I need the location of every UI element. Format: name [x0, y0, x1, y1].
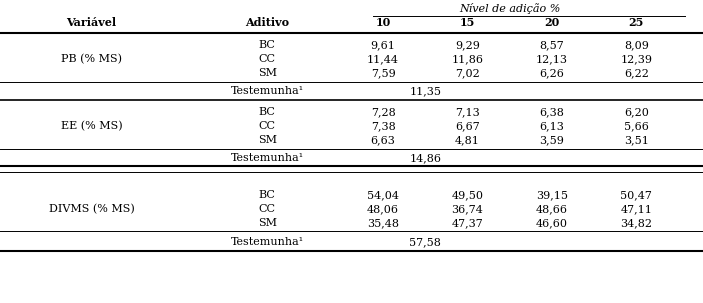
Text: 50,47: 50,47: [620, 190, 652, 200]
Text: 36,74: 36,74: [451, 204, 484, 214]
Text: 7,59: 7,59: [370, 68, 396, 78]
Text: 46,60: 46,60: [536, 218, 568, 228]
Text: CC: CC: [259, 54, 276, 64]
Text: 6,22: 6,22: [624, 68, 649, 78]
Text: 6,63: 6,63: [370, 135, 396, 145]
Text: 11,35: 11,35: [409, 86, 441, 96]
Text: 12,13: 12,13: [536, 54, 568, 64]
Text: CC: CC: [259, 121, 276, 131]
Text: 6,67: 6,67: [455, 121, 480, 131]
Text: 5,66: 5,66: [624, 121, 649, 131]
Text: 11,44: 11,44: [367, 54, 399, 64]
Text: BC: BC: [259, 40, 276, 50]
Text: 9,61: 9,61: [370, 40, 396, 50]
Text: 6,13: 6,13: [539, 121, 565, 131]
Text: Nível de adição %: Nível de adição %: [459, 4, 560, 15]
Text: 8,57: 8,57: [539, 40, 565, 50]
Text: 6,20: 6,20: [624, 107, 649, 117]
Text: 48,06: 48,06: [367, 204, 399, 214]
Text: 47,11: 47,11: [620, 204, 652, 214]
Text: Testemunha¹: Testemunha¹: [231, 237, 304, 247]
Text: 15: 15: [460, 18, 475, 28]
Text: 48,66: 48,66: [536, 204, 568, 214]
Text: 49,50: 49,50: [451, 190, 484, 200]
Text: CC: CC: [259, 204, 276, 214]
Text: 3,59: 3,59: [539, 135, 565, 145]
Text: SM: SM: [257, 68, 277, 78]
Text: 7,38: 7,38: [370, 121, 396, 131]
Text: 20: 20: [544, 18, 560, 28]
Text: 7,28: 7,28: [370, 107, 396, 117]
Text: 11,86: 11,86: [451, 54, 484, 64]
Text: SM: SM: [257, 218, 277, 228]
Text: Aditivo: Aditivo: [245, 18, 289, 28]
Text: 6,26: 6,26: [539, 68, 565, 78]
Text: 4,81: 4,81: [455, 135, 480, 145]
Text: 14,86: 14,86: [409, 153, 441, 163]
Text: BC: BC: [259, 190, 276, 200]
Text: BC: BC: [259, 107, 276, 117]
Text: 7,13: 7,13: [455, 107, 480, 117]
Text: 6,38: 6,38: [539, 107, 565, 117]
Text: Testemunha¹: Testemunha¹: [231, 153, 304, 163]
Text: 10: 10: [375, 18, 391, 28]
Text: SM: SM: [257, 135, 277, 145]
Text: 8,09: 8,09: [624, 40, 649, 50]
Text: 57,58: 57,58: [409, 237, 441, 247]
Text: EE (% MS): EE (% MS): [60, 121, 122, 131]
Text: 54,04: 54,04: [367, 190, 399, 200]
Text: 35,48: 35,48: [367, 218, 399, 228]
Text: 39,15: 39,15: [536, 190, 568, 200]
Text: PB (% MS): PB (% MS): [61, 54, 122, 64]
Text: 12,39: 12,39: [620, 54, 652, 64]
Text: Variável: Variável: [66, 18, 117, 28]
Text: 7,02: 7,02: [455, 68, 480, 78]
Text: Testemunha¹: Testemunha¹: [231, 86, 304, 96]
Text: 34,82: 34,82: [620, 218, 652, 228]
Text: 9,29: 9,29: [455, 40, 480, 50]
Text: 25: 25: [628, 18, 644, 28]
Text: 47,37: 47,37: [451, 218, 484, 228]
Text: 3,51: 3,51: [624, 135, 649, 145]
Text: DIVMS (% MS): DIVMS (% MS): [49, 204, 134, 214]
